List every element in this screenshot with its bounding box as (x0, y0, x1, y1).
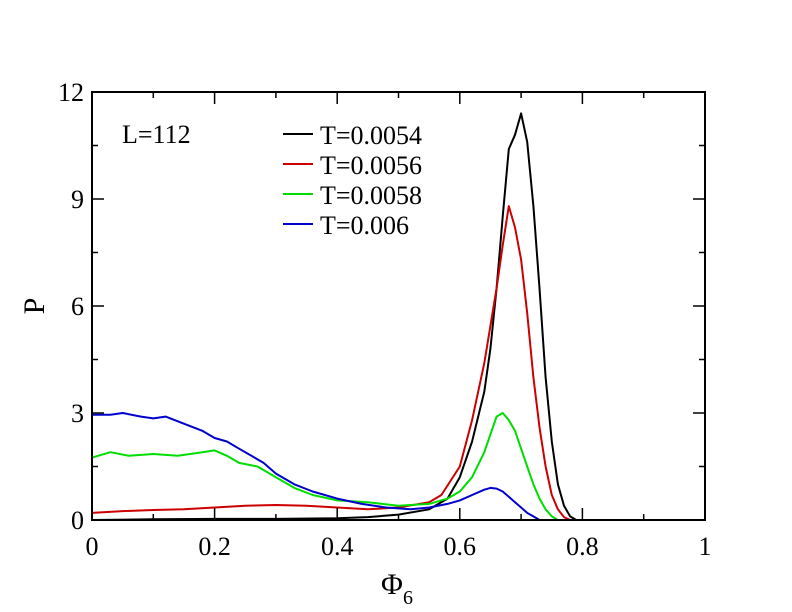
y-tick-label: 6 (71, 292, 84, 321)
y-axis-label: P (18, 298, 51, 315)
annotation-label: L=112 (122, 120, 191, 149)
y-tick-label: 12 (58, 78, 84, 107)
legend-label-2: T=0.0058 (320, 181, 422, 210)
ticks-layer (91, 91, 706, 521)
x-tick-label: 1 (699, 532, 712, 561)
y-tick-label: 3 (71, 399, 84, 428)
x-axis-label-main: Φ (381, 568, 403, 601)
y-tick-label: 0 (71, 506, 84, 535)
x-axis-label: Φ6 (381, 568, 413, 609)
x-tick-label: 0 (86, 532, 99, 561)
y-tick-label: 9 (71, 185, 84, 214)
x-axis-label-sub: 6 (403, 587, 413, 609)
legend-label-1: T=0.0056 (320, 151, 422, 180)
series-line-2 (91, 412, 559, 521)
x-tick-label: 0.4 (321, 532, 354, 561)
series-line-3 (92, 412, 541, 521)
legend-label-0: T=0.0054 (320, 121, 422, 150)
series-layer (91, 112, 577, 521)
tick-labels: 0 0.2 0.4 0.6 0.8 1 0 3 6 9 12 (58, 78, 712, 561)
x-tick-label: 0.2 (198, 532, 231, 561)
x-tick-label: 0.6 (444, 532, 477, 561)
x-tick-label: 0.8 (566, 532, 599, 561)
legend-label-3: T=0.006 (320, 211, 409, 240)
series-line-1 (91, 205, 571, 521)
